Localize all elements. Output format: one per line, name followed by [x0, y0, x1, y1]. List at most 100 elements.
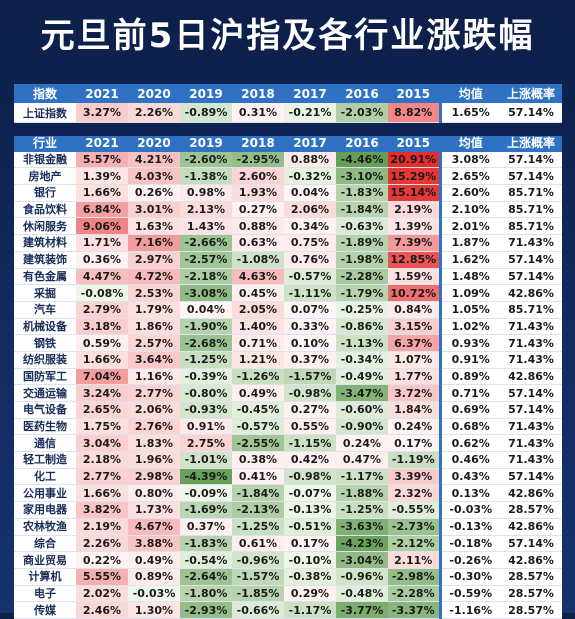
cell: 0.62%	[438, 434, 500, 453]
cell: -0.07%	[284, 484, 336, 503]
cell: -0.39%	[180, 368, 232, 386]
cell: -4.46%	[336, 151, 388, 169]
cell: -0.80%	[180, 384, 232, 402]
cell: -1.17%	[284, 601, 336, 619]
cell: 0.26%	[128, 184, 180, 202]
cell: -2.93%	[180, 601, 232, 619]
row-label: 采掘	[14, 284, 76, 302]
cell: -1.83%	[336, 184, 388, 202]
cell: -0.32%	[284, 167, 336, 186]
cell: -0.13%	[284, 501, 336, 519]
row: 国防军工 7.04% 1.16% -0.39% -1.26% -1.57% -0.49% 1.…	[14, 368, 562, 386]
cell: 0.91%	[180, 418, 232, 436]
row: 建筑装饰 0.36% 2.97% -2.57% -1.08% 0.76% -1.98% 12.…	[14, 251, 562, 269]
cell: 71.43%	[500, 451, 562, 469]
cell: -2.12%	[388, 535, 440, 553]
header-cell: 2015	[388, 84, 440, 103]
row: 通信 3.04% 1.83% 2.75% -2.55% -1.15% 0.24% 0.17% 0…	[14, 434, 562, 453]
cell: -1.15%	[284, 434, 336, 453]
cell: 0.07%	[284, 301, 336, 319]
row: 建筑材料 1.71% 7.16% -2.66% 0.63% 0.75% -1.89% 7.39…	[14, 234, 562, 252]
row-label: 电气设备	[14, 401, 76, 419]
cell: -4.39%	[180, 468, 232, 486]
cell: 0.71%	[232, 334, 284, 352]
cell: 0.55%	[284, 418, 336, 436]
cell: -1.69%	[180, 501, 232, 519]
cell: -2.03%	[336, 103, 388, 123]
row: 钢铁 0.59% 2.57% -2.68% 0.71% 0.10% -1.13% 6.37% 0…	[14, 334, 562, 352]
cell: 0.38%	[232, 451, 284, 469]
cell: 0.42%	[284, 451, 336, 469]
cell: -3.77%	[336, 601, 388, 619]
cell: 1.87%	[438, 234, 500, 252]
cell: -1.98%	[336, 251, 388, 269]
cell: 15.14%	[388, 184, 440, 202]
cell: 0.33%	[284, 318, 336, 336]
cell: -0.98%	[284, 468, 336, 486]
cell: 28.57%	[500, 568, 562, 586]
row: 房地产 1.39% 4.03% -1.38% 2.60% -0.32% -3.10% 15.2…	[14, 167, 562, 186]
cell: 0.69%	[438, 401, 500, 419]
header-cell: 2015	[388, 136, 440, 152]
cell: 2.19%	[388, 201, 440, 219]
cell: 2.05%	[232, 301, 284, 319]
title: 元旦前5日沪指及各行业涨跌幅	[40, 16, 535, 56]
row: 纺织服装 1.66% 3.64% -1.25% 1.21% 0.37% -0.34% 1.07…	[14, 351, 562, 369]
cell: -2.68%	[180, 334, 232, 352]
cell: -0.10%	[284, 551, 336, 569]
row: 农林牧渔 2.19% 4.67% 0.37% -1.25% -0.51% -3.63% -2.…	[14, 518, 562, 536]
cell: 3.08%	[438, 151, 500, 169]
cell: -0.57%	[284, 268, 336, 286]
cell: 0.71%	[438, 384, 500, 402]
cell: 0.31%	[232, 103, 284, 123]
cell: 1.75%	[76, 418, 128, 436]
cell: 1.86%	[128, 318, 180, 336]
cell: -2.73%	[388, 518, 440, 536]
cell: 1.77%	[388, 368, 440, 386]
cell: 85.71%	[500, 184, 562, 202]
cell: 57.14%	[500, 251, 562, 269]
cell: -0.03%	[128, 585, 180, 603]
row: 汽车 2.79% 1.79% 0.04% 2.05% 0.07% -0.25% 0.84% 1.…	[14, 301, 562, 319]
cell: -0.93%	[180, 401, 232, 419]
cell: 0.27%	[232, 201, 284, 219]
cell: -1.17%	[336, 468, 388, 486]
cell: 5.55%	[76, 568, 128, 586]
cell: -2.18%	[180, 268, 232, 286]
industry-table: 行业 2021 2020 2019 2018 2017 2016 2015 均值 上涨概率 非银金融…	[14, 136, 562, 619]
cell: -1.25%	[336, 501, 388, 519]
cell: 42.86%	[500, 368, 562, 386]
cell: -1.57%	[232, 568, 284, 586]
cell: 0.61%	[232, 535, 284, 553]
row: 非银金融 5.57% 4.21% -2.60% -2.95% 0.88% -4.46% 20.…	[14, 151, 562, 169]
cell: 1.39%	[388, 217, 440, 236]
cell: 42.86%	[500, 551, 562, 569]
cell: -3.08%	[180, 284, 232, 302]
cell: -0.60%	[336, 401, 388, 419]
header-cell: 2017	[284, 84, 336, 103]
row-label: 电子	[14, 585, 76, 603]
row-label: 纺织服装	[14, 351, 76, 369]
cell: 2.01%	[438, 217, 500, 236]
row: 家用电器 3.82% 1.73% -1.69% -2.13% -0.13% -1.25% -0…	[14, 501, 562, 519]
cell: 1.39%	[76, 167, 128, 186]
cell: 71.43%	[500, 334, 562, 352]
row-label: 建筑材料	[14, 234, 76, 252]
row-label: 休闲服务	[14, 217, 76, 236]
row-label: 国防军工	[14, 368, 76, 386]
header-cell: 2021	[76, 84, 128, 103]
header-cell: 2020	[128, 84, 180, 103]
cell: 0.88%	[232, 217, 284, 236]
row: 计算机 5.55% 0.89% -2.64% -1.57% -0.38% -0.96% -2.…	[14, 568, 562, 586]
cell: -0.89%	[180, 103, 232, 123]
row-label: 交通运输	[14, 384, 76, 402]
cell: 10.72%	[388, 284, 440, 302]
cell: 57.14%	[500, 103, 562, 123]
cell: 0.46%	[438, 451, 500, 469]
cell: 0.75%	[284, 234, 336, 252]
cell: 7.04%	[76, 368, 128, 386]
cell: 0.17%	[388, 434, 440, 453]
cell: 0.89%	[128, 568, 180, 586]
cell: -1.11%	[284, 284, 336, 302]
